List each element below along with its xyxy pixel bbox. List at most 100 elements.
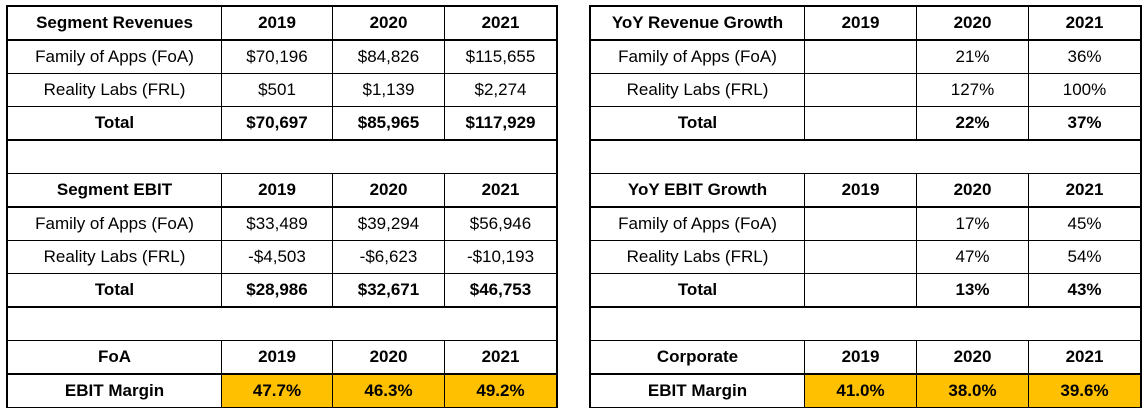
value-cell: $1,139 (332, 73, 445, 107)
header-cell: 2020 (916, 340, 1029, 375)
total-cell: $70,697 (221, 106, 333, 141)
total-cell: $117,929 (444, 106, 557, 141)
value-cell: 45% (1028, 206, 1141, 241)
value-cell: $33,489 (221, 206, 333, 241)
spacer-row (7, 306, 557, 341)
spacer-row (590, 139, 1141, 174)
row-label: Family of Apps (FoA) (590, 206, 805, 241)
header-cell: 2020 (332, 6, 445, 41)
value-cell: -$10,193 (444, 240, 557, 274)
header-cell: 2019 (221, 6, 333, 41)
total-row: Total 22% 37% (590, 106, 1141, 141)
total-label: Total (590, 273, 805, 308)
value-cell: $70,196 (221, 39, 333, 74)
value-cell (804, 206, 917, 241)
header-cell: 2020 (332, 173, 445, 208)
margin-cell: 39.6% (1028, 373, 1141, 408)
margin-cell: 49.2% (444, 373, 557, 408)
header-cell: FoA (7, 340, 222, 375)
header-cell: 2021 (444, 340, 557, 375)
growth-table: YoY Revenue Growth 2019 2020 2021 Family… (589, 5, 1142, 408)
value-cell: 36% (1028, 39, 1141, 74)
revenues-header-row: Segment Revenues 2019 2020 2021 (7, 6, 557, 41)
total-cell: $28,986 (221, 273, 333, 308)
header-cell: YoY Revenue Growth (590, 6, 805, 41)
total-label: Total (7, 273, 222, 308)
value-cell: $501 (221, 73, 333, 107)
header-cell: 2021 (444, 173, 557, 208)
spacer-row (590, 306, 1141, 341)
header-cell: 2019 (221, 173, 333, 208)
margin-cell: 41.0% (804, 373, 917, 408)
header-cell: 2021 (1028, 340, 1141, 375)
header-cell: 2019 (804, 6, 917, 41)
row-label: Family of Apps (FoA) (590, 39, 805, 74)
value-cell: 100% (1028, 73, 1141, 107)
value-cell: 54% (1028, 240, 1141, 274)
total-cell (804, 106, 917, 141)
spacer-cell (7, 306, 557, 341)
spacer-cell (590, 306, 1141, 341)
value-cell: 21% (916, 39, 1029, 74)
table-row: Family of Apps (FoA) $70,196 $84,826 $11… (7, 39, 557, 74)
row-label: Reality Labs (FRL) (7, 240, 222, 274)
total-cell: 13% (916, 273, 1029, 308)
total-cell: 22% (916, 106, 1029, 141)
header-cell: 2021 (444, 6, 557, 41)
table-row: Reality Labs (FRL) 47% 54% (590, 240, 1141, 274)
value-cell (804, 240, 917, 274)
row-label: Family of Apps (FoA) (7, 39, 222, 74)
value-cell: $84,826 (332, 39, 445, 74)
value-cell: 17% (916, 206, 1029, 241)
corporate-header-row: Corporate 2019 2020 2021 (590, 340, 1141, 375)
header-cell: Segment Revenues (7, 6, 222, 41)
ebit-margin-row: EBIT Margin 41.0% 38.0% 39.6% (590, 373, 1141, 408)
value-cell: $39,294 (332, 206, 445, 241)
ebit-growth-header-row: YoY EBIT Growth 2019 2020 2021 (590, 173, 1141, 208)
table-row: Family of Apps (FoA) 17% 45% (590, 206, 1141, 241)
total-row: Total $70,697 $85,965 $117,929 (7, 106, 557, 141)
row-label: Family of Apps (FoA) (7, 206, 222, 241)
total-cell: 43% (1028, 273, 1141, 308)
header-cell: Corporate (590, 340, 805, 375)
spacer-row (7, 139, 557, 174)
margin-header-row: FoA 2019 2020 2021 (7, 340, 557, 375)
header-cell: 2021 (1028, 173, 1141, 208)
header-cell: 2020 (332, 340, 445, 375)
value-cell: $56,946 (444, 206, 557, 241)
segment-table: Segment Revenues 2019 2020 2021 Family o… (6, 5, 558, 408)
row-label: Reality Labs (FRL) (590, 240, 805, 274)
header-cell: 2021 (1028, 6, 1141, 41)
revenue-growth-header-row: YoY Revenue Growth 2019 2020 2021 (590, 6, 1141, 41)
table-row: Reality Labs (FRL) 127% 100% (590, 73, 1141, 107)
ebit-margin-row: EBIT Margin 47.7% 46.3% 49.2% (7, 373, 557, 408)
total-cell: $46,753 (444, 273, 557, 308)
table-row: Reality Labs (FRL) -$4,503 -$6,623 -$10,… (7, 240, 557, 274)
header-cell: 2020 (916, 6, 1029, 41)
margin-cell: 46.3% (332, 373, 445, 408)
total-cell (804, 273, 917, 308)
table-row: Family of Apps (FoA) 21% 36% (590, 39, 1141, 74)
total-label: Total (590, 106, 805, 141)
value-cell: 47% (916, 240, 1029, 274)
ebit-header-row: Segment EBIT 2019 2020 2021 (7, 173, 557, 208)
spacer-cell (590, 139, 1141, 174)
header-cell: Segment EBIT (7, 173, 222, 208)
total-cell: $85,965 (332, 106, 445, 141)
value-cell (804, 73, 917, 107)
table-row: Family of Apps (FoA) $33,489 $39,294 $56… (7, 206, 557, 241)
total-row: Total $28,986 $32,671 $46,753 (7, 273, 557, 308)
row-label: Reality Labs (FRL) (7, 73, 222, 107)
spacer-cell (7, 139, 557, 174)
header-cell: 2019 (221, 340, 333, 375)
margin-cell: 38.0% (916, 373, 1029, 408)
header-cell: 2019 (804, 340, 917, 375)
total-label: Total (7, 106, 222, 141)
header-cell: 2020 (916, 173, 1029, 208)
total-cell: 37% (1028, 106, 1141, 141)
value-cell (804, 39, 917, 74)
header-cell: YoY EBIT Growth (590, 173, 805, 208)
value-cell: 127% (916, 73, 1029, 107)
total-row: Total 13% 43% (590, 273, 1141, 308)
table-row: Reality Labs (FRL) $501 $1,139 $2,274 (7, 73, 557, 107)
